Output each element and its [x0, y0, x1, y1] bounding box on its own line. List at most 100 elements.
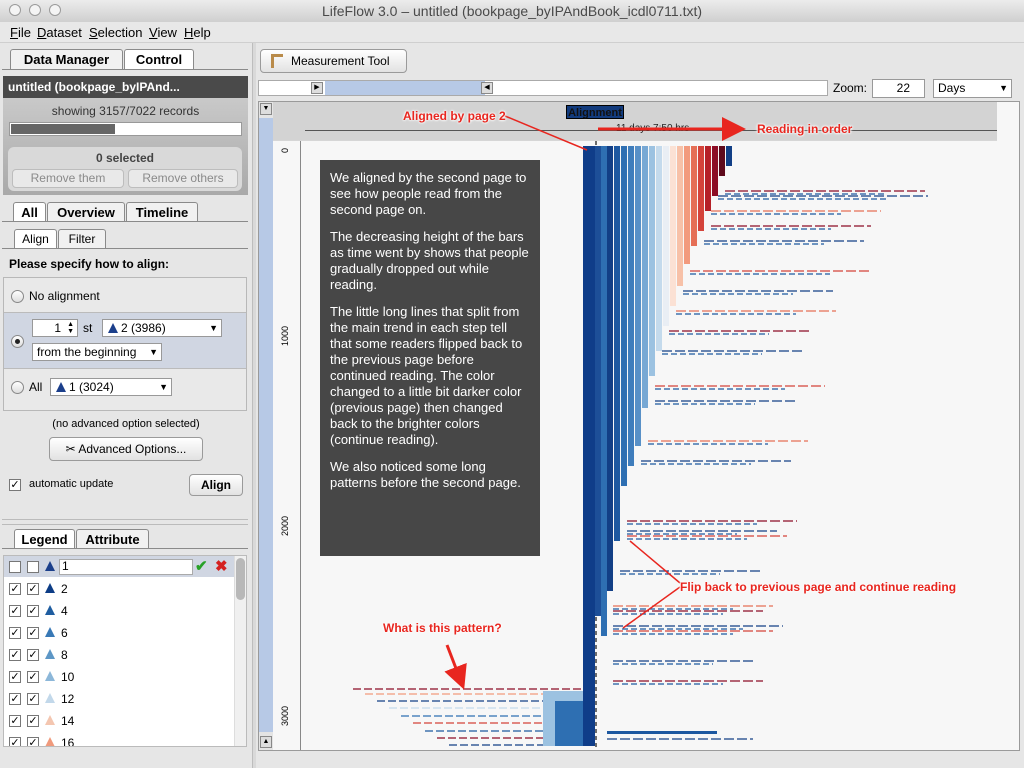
legend-visible-checkbox[interactable]: ✓ [9, 649, 21, 661]
legend-row-2[interactable]: ✓ ✓ 2 [4, 578, 234, 600]
from-select[interactable]: from the beginning ▼ [32, 343, 162, 361]
flow-bar[interactable] [607, 731, 717, 734]
splitter[interactable] [2, 519, 248, 525]
event-select[interactable]: 2 (3986) ▼ [102, 319, 222, 337]
all-select[interactable]: 1 (3024) ▼ [50, 378, 172, 396]
timeline-scrollbar[interactable]: ▶ ◀ [258, 80, 828, 96]
panel-splitter[interactable] [252, 43, 257, 768]
legend-name-input[interactable]: 1 [59, 559, 193, 575]
cancel-icon[interactable]: ✖ [215, 558, 228, 575]
flow-bar[interactable] [670, 146, 676, 306]
legend-visible-checkbox[interactable] [9, 561, 21, 573]
legend-row-4[interactable]: ✓ ✓ 4 [4, 600, 234, 622]
legend-select-checkbox[interactable]: ✓ [27, 737, 39, 747]
automatic-update-checkbox[interactable]: ✓ [9, 479, 21, 491]
stepper-arrows-icon[interactable]: ▲ ▼ [67, 321, 74, 335]
remove-others-button[interactable]: Remove others [128, 169, 238, 188]
timeline-scrollbar-thumb[interactable] [325, 81, 485, 95]
vertical-scrollbar[interactable]: ▼ ▲ [259, 102, 273, 750]
remove-them-button[interactable]: Remove them [12, 169, 124, 188]
chevron-down-icon[interactable]: ▼ [149, 347, 158, 357]
close-window-button[interactable] [9, 4, 21, 16]
tab-timeline[interactable]: Timeline [126, 202, 198, 222]
legend-visible-checkbox[interactable]: ✓ [9, 671, 21, 683]
flow-bar[interactable] [642, 146, 648, 408]
chevron-down-icon[interactable]: ▼ [159, 382, 168, 392]
pre-alignment-bar[interactable] [555, 701, 583, 746]
tab-filter[interactable]: Filter [58, 229, 106, 249]
flow-bar[interactable] [684, 146, 690, 264]
menu-file[interactable]: File [10, 25, 31, 40]
legend-row-8[interactable]: ✓ ✓ 8 [4, 644, 234, 666]
scroll-down-icon[interactable]: ▼ [260, 103, 272, 115]
nth-stepper[interactable]: 1 ▲ ▼ [32, 319, 78, 337]
no-alignment-radio[interactable] [11, 290, 24, 303]
flow-bar[interactable] [595, 146, 605, 616]
tab-control[interactable]: Control [124, 49, 194, 69]
alignment-marker[interactable]: Alignment [566, 105, 624, 119]
legend-visible-checkbox[interactable]: ✓ [9, 627, 21, 639]
all-alignment-radio[interactable] [11, 381, 24, 394]
legend-select-checkbox[interactable]: ✓ [27, 671, 39, 683]
legend-row-16[interactable]: ✓ ✓ 16 [4, 732, 234, 747]
tab-legend[interactable]: Legend [14, 529, 75, 549]
scroll-up-icon[interactable]: ▲ [260, 736, 272, 748]
legend-row-6[interactable]: ✓ ✓ 6 [4, 622, 234, 644]
legend-scrollbar-thumb[interactable] [236, 558, 245, 600]
menu-selection[interactable]: Selection [89, 25, 143, 40]
legend-select-checkbox[interactable]: ✓ [27, 583, 39, 595]
flow-bar[interactable] [656, 146, 662, 351]
chevron-down-icon[interactable]: ▼ [999, 83, 1008, 93]
flow-bar[interactable] [691, 146, 697, 246]
flow-bar[interactable] [607, 146, 613, 591]
scroll-right-icon[interactable]: ▶ [311, 82, 323, 94]
tab-attribute[interactable]: Attribute [76, 529, 149, 549]
tab-all[interactable]: All [13, 202, 46, 222]
align-button[interactable]: Align [189, 474, 243, 496]
scroll-left-icon[interactable]: ◀ [481, 82, 493, 94]
aligned-bar[interactable] [583, 146, 595, 746]
legend-select-checkbox[interactable] [27, 561, 39, 573]
flow-bar[interactable] [705, 146, 711, 211]
legend-select-checkbox[interactable]: ✓ [27, 627, 39, 639]
tab-overview[interactable]: Overview [47, 202, 125, 222]
chevron-down-icon[interactable]: ▼ [209, 323, 218, 333]
confirm-icon[interactable]: ✔ [195, 558, 208, 575]
legend-visible-checkbox[interactable]: ✓ [9, 715, 21, 727]
measurement-tool-button[interactable]: Measurement Tool [260, 49, 407, 73]
vertical-scrollbar-thumb[interactable] [259, 118, 273, 732]
legend-select-checkbox[interactable]: ✓ [27, 605, 39, 617]
nth-alignment-radio[interactable] [11, 335, 24, 348]
legend-scrollbar[interactable] [234, 556, 246, 746]
legend-row-10[interactable]: ✓ ✓ 10 [4, 666, 234, 688]
flow-bar[interactable] [635, 146, 641, 446]
menu-help[interactable]: Help [184, 25, 211, 40]
menu-dataset[interactable]: Dataset [37, 25, 82, 40]
minimize-window-button[interactable] [29, 4, 41, 16]
zoom-input[interactable]: 22 [872, 79, 925, 98]
legend-visible-checkbox[interactable]: ✓ [9, 583, 21, 595]
flow-bar[interactable] [719, 146, 725, 176]
flow-bar[interactable] [621, 146, 627, 486]
flow-bar[interactable] [677, 146, 683, 286]
flow-bar[interactable] [649, 146, 655, 376]
legend-select-checkbox[interactable]: ✓ [27, 649, 39, 661]
flow-bar[interactable] [614, 146, 620, 541]
legend-select-checkbox[interactable]: ✓ [27, 715, 39, 727]
legend-row-12[interactable]: ✓ ✓ 12 [4, 688, 234, 710]
zoom-window-button[interactable] [49, 4, 61, 16]
flow-bar[interactable] [726, 146, 732, 166]
tab-data-manager[interactable]: Data Manager [10, 49, 123, 69]
legend-select-checkbox[interactable]: ✓ [27, 693, 39, 705]
legend-row-14[interactable]: ✓ ✓ 14 [4, 710, 234, 732]
advanced-options-button[interactable]: ✂ Advanced Options... [49, 437, 203, 461]
flow-bar[interactable] [628, 146, 634, 466]
legend-visible-checkbox[interactable]: ✓ [9, 737, 21, 747]
legend-visible-checkbox[interactable]: ✓ [9, 605, 21, 617]
tab-align[interactable]: Align [14, 229, 57, 249]
menu-view[interactable]: View [149, 25, 177, 40]
flow-bar[interactable] [663, 146, 669, 326]
flow-bar[interactable] [601, 146, 607, 636]
flow-bar[interactable] [698, 146, 704, 231]
unit-select[interactable]: Days ▼ [933, 79, 1012, 98]
